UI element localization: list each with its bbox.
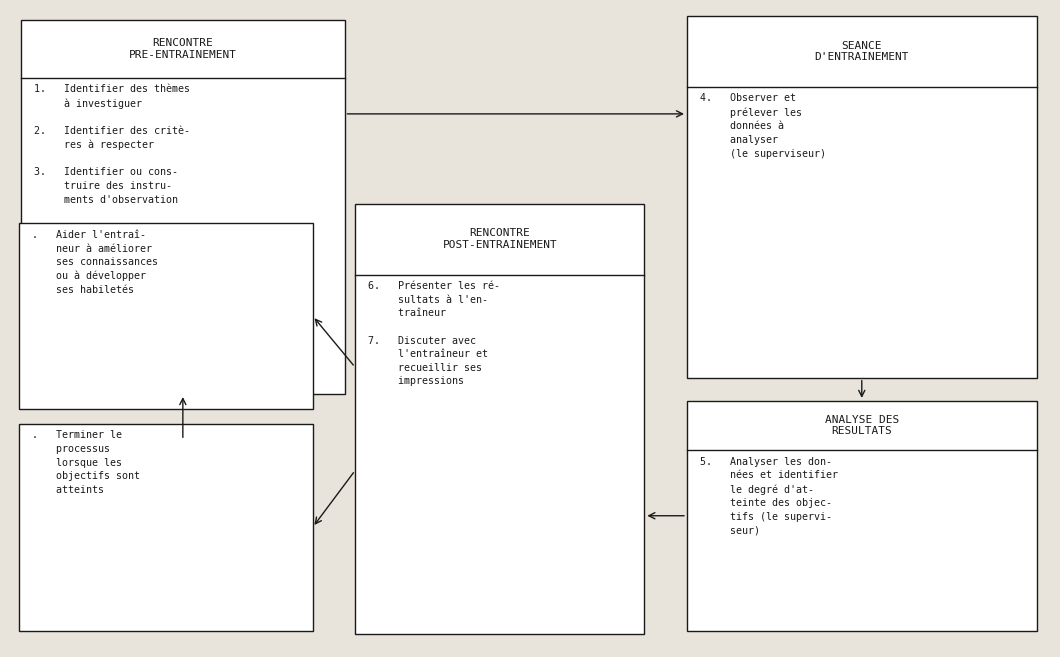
Bar [687,401,1037,631]
Text: 6.   Présenter les ré-
     sultats à l'en-
     traîneur

7.   Discuter avec
  : 6. Présenter les ré- sultats à l'en- tra… [368,281,500,386]
Bar [687,16,1037,378]
Text: .   Terminer le
    processus
    lorsque les
    objectifs sont
    atteints: . Terminer le processus lorsque les obje… [32,430,140,495]
Bar [19,424,313,631]
Bar [21,20,344,394]
Bar [19,223,313,409]
Text: 1.   Identifier des thèmes
     à investiguer

2.   Identifier des critè-
     r: 1. Identifier des thèmes à investiguer 2… [34,84,190,204]
Text: .   Aider l'entraî-
    neur à améliorer
    ses connaissances
    ou à développ: . Aider l'entraî- neur à améliorer ses c… [32,230,158,295]
Text: 5.   Analyser les don-
     nées et identifier
     le degré d'at-
     teinte d: 5. Analyser les don- nées et identifier … [700,457,837,535]
Text: 4.   Observer et
     prélever les
     données à
     analyser
     (le supervi: 4. Observer et prélever les données à an… [700,93,826,158]
Text: ANALYSE DES
RESULTATS: ANALYSE DES RESULTATS [825,415,899,436]
Text: RENCONTRE
POST-ENTRAINEMENT: RENCONTRE POST-ENTRAINEMENT [442,229,558,250]
Text: RENCONTRE
PRE-ENTRAINEMENT: RENCONTRE PRE-ENTRAINEMENT [129,38,236,60]
Bar [355,204,644,634]
Text: SEANCE
D'ENTRAINEMENT: SEANCE D'ENTRAINEMENT [814,41,909,62]
